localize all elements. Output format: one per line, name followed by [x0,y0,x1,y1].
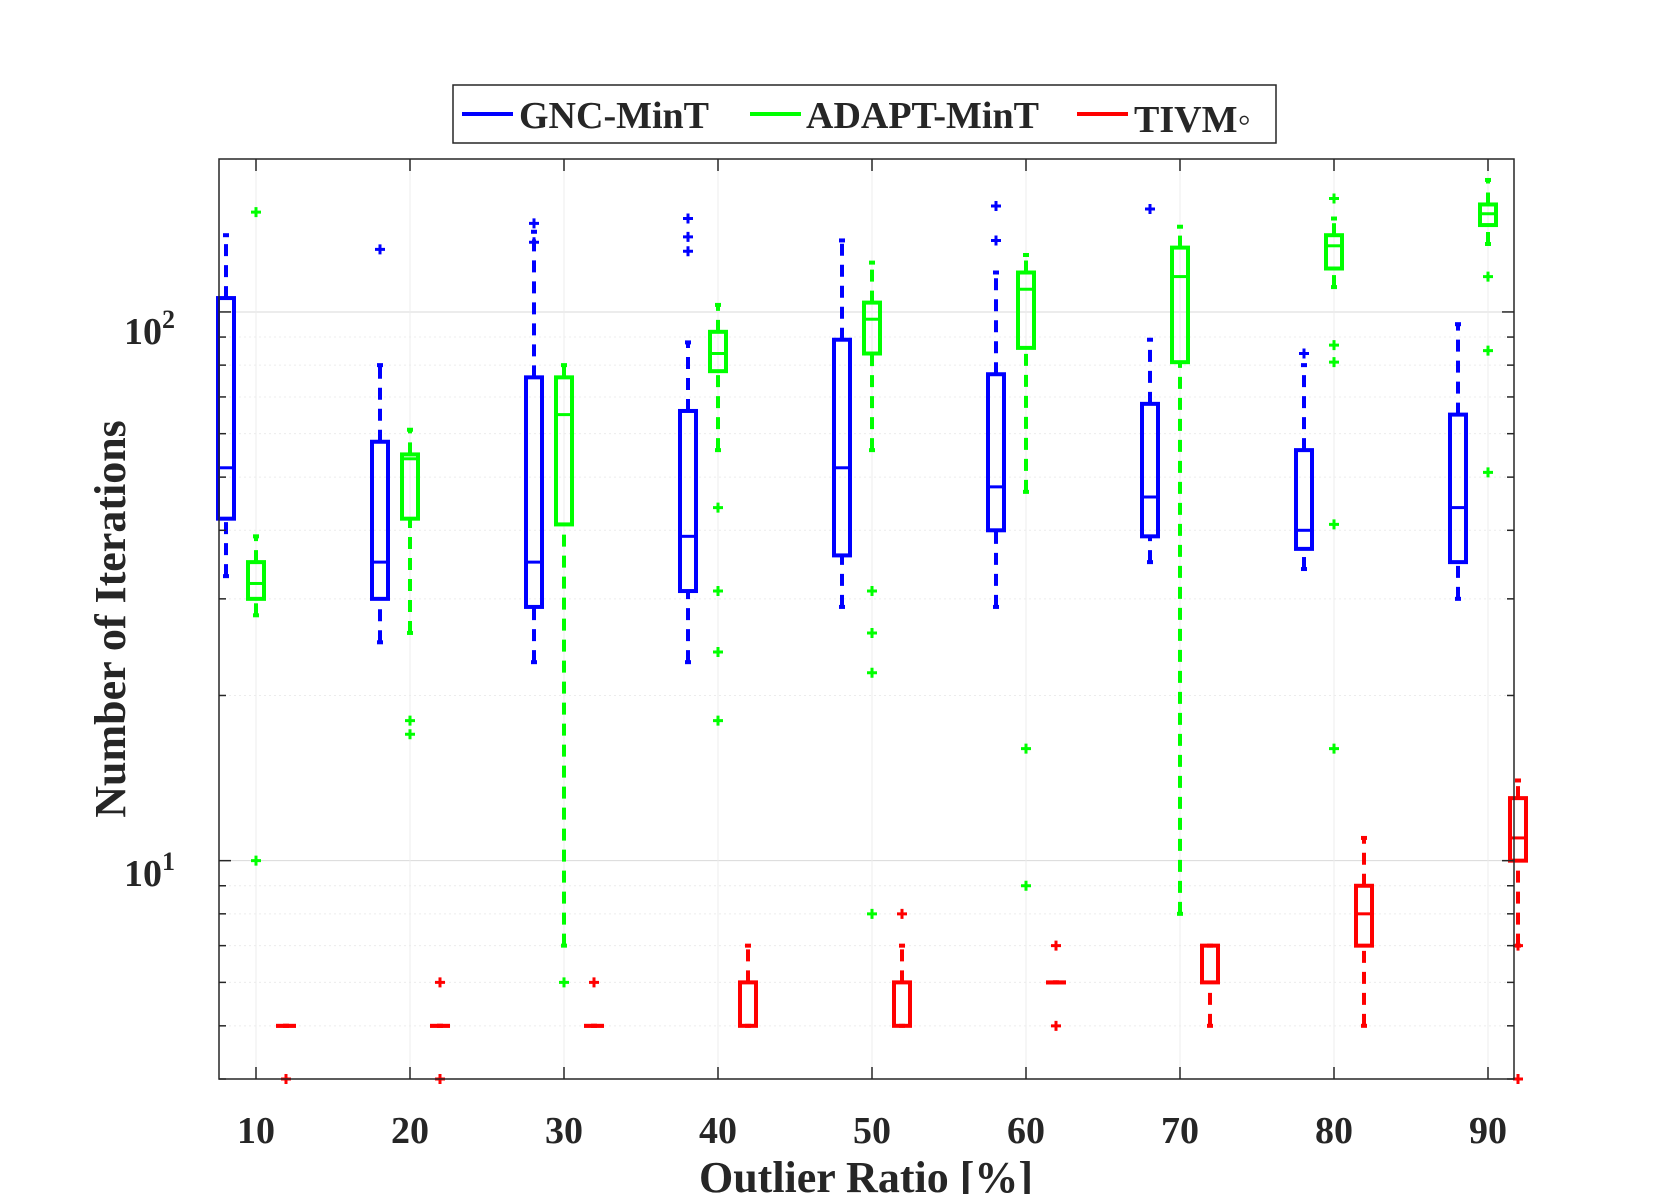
gnc-mint-box [1448,412,1468,565]
gnc-mint-box [216,296,236,521]
adapt-mint-outlier [1483,271,1493,282]
adapt-mint-outlier [867,908,877,919]
adapt-mint-outlier [1329,357,1339,368]
x-tick-label-40: 40 [699,1110,737,1152]
x-tick-label-20: 20 [391,1110,429,1152]
gnc-mint-outlier [1145,204,1155,215]
adapt-mint-box [554,375,574,527]
y-tick-label-10-2: 102 [124,305,175,353]
x-tick-label-10: 10 [237,1110,275,1152]
adapt-mint-box [708,329,728,374]
adapt-mint-box [400,452,420,521]
adapt-mint-outlier [1021,743,1031,754]
adapt-mint-outlier [1021,880,1031,891]
adapt-mint-outlier [713,502,723,513]
axis-ticks [219,159,1514,1080]
tivm-box [1508,796,1528,863]
grid-lines [219,159,1514,1080]
adapt-mint-outlier [713,647,723,658]
adapt-mint-outlier [713,715,723,726]
adapt-mint-outlier [405,729,415,740]
gnc-mint-outlier [375,244,385,255]
tivm-outlier [1051,940,1061,951]
gnc-mint-outlier [683,213,693,224]
adapt-mint-outlier [1483,345,1493,356]
adapt-mint-outlier [1483,467,1493,478]
adapt-mint-box [1016,270,1036,350]
tivm-box [892,980,912,1028]
gnc-mint-box [986,372,1006,533]
gnc-mint-box [1140,401,1160,539]
legend-label-adapt-mint: ADAPT-MinT [806,95,1039,137]
adapt-mint-outlier [1329,743,1339,754]
tivm-box [1200,943,1220,985]
tivm-box [1354,883,1374,948]
adapt-mint-outlier [1329,519,1339,530]
gnc-mint-box [678,408,698,594]
y-axis-tick-labels: 101 102 [124,305,175,895]
gnc-mint-outlier [1299,348,1309,359]
gnc-mint-outlier [991,200,1001,211]
plot-area-frame [218,158,1515,1080]
x-tick-label-80: 80 [1315,1110,1353,1152]
tivm-outlier [589,977,599,988]
x-tick-label-90: 90 [1469,1110,1507,1152]
adapt-mint-outlier [251,207,261,218]
adapt-mint-outlier [559,977,569,988]
legend-label-gnc-mint: GNC-MinT [519,95,709,137]
adapt-mint-outlier [251,855,261,866]
gnc-mint-outlier [529,218,539,229]
gnc-mint-box [832,337,852,558]
adapt-mint-outlier [713,586,723,597]
adapt-mint-box [862,300,882,356]
tivm-outlier [1051,1020,1061,1031]
gnc-mint-outlier [683,231,693,242]
gnc-mint-outlier [529,237,539,248]
adapt-mint-box [246,560,266,601]
legend-label-tivm: TIVM◦ [1134,99,1251,141]
gnc-mint-outlier [683,246,693,257]
legend: GNC-MinT ADAPT-MinT TIVM◦ [452,84,1277,144]
adapt-mint-outlier [867,627,877,638]
adapt-mint-outlier [405,715,415,726]
box-plot-marks [216,177,1528,1084]
x-tick-label-30: 30 [545,1110,583,1152]
tivm-box [738,980,758,1028]
gnc-mint-box [1294,448,1314,551]
gnc-mint-box [524,375,544,609]
gnc-mint-outlier [991,235,1001,246]
adapt-mint-outlier [1329,193,1339,204]
adapt-mint-outlier [867,667,877,678]
x-axis-tick-labels: 10 20 30 40 50 60 70 80 90 [237,1110,1507,1152]
x-axis-label: Outlier Ratio [%] [699,1153,1033,1194]
legend-box [452,84,1277,144]
y-tick-label-10-1: 101 [124,847,175,895]
tivm-outlier [435,977,445,988]
gnc-mint-box [370,439,390,601]
adapt-mint-outlier [1329,340,1339,351]
adapt-mint-box [1170,245,1190,365]
adapt-mint-box [1324,233,1344,271]
y-axis-label: Number of Iterations [86,420,135,818]
x-tick-label-50: 50 [853,1110,891,1152]
adapt-mint-outlier [867,586,877,597]
x-tick-label-70: 70 [1161,1110,1199,1152]
tivm-outlier [897,908,907,919]
x-tick-label-60: 60 [1007,1110,1045,1152]
